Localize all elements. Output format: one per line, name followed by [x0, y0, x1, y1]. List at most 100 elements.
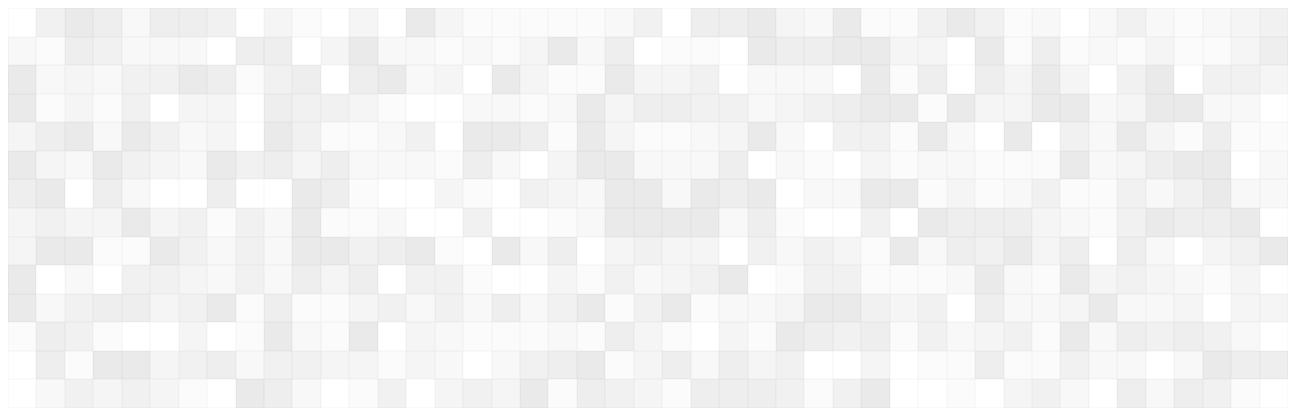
mosaic-tile	[1145, 179, 1175, 208]
mosaic-tile	[946, 207, 976, 237]
mosaic-tile	[1003, 322, 1032, 351]
mosaic-tile	[804, 65, 833, 94]
mosaic-tile	[747, 379, 776, 408]
mosaic-tile	[1032, 236, 1061, 266]
mosaic-tile	[548, 122, 577, 151]
mosaic-tile	[349, 8, 378, 37]
mosaic-tile	[804, 293, 833, 323]
mosaic-tile	[662, 236, 691, 266]
mosaic-tile	[178, 379, 208, 408]
mosaic-tile	[320, 379, 350, 408]
mosaic-tile	[491, 207, 520, 237]
mosaic-tile	[1202, 65, 1232, 94]
mosaic-tile	[633, 122, 663, 151]
mosaic-tile	[320, 150, 350, 180]
mosaic-tile	[463, 179, 492, 208]
mosaic-tile	[548, 350, 577, 380]
mosaic-tile	[406, 379, 435, 408]
mosaic-tile	[491, 8, 520, 37]
mosaic-tile	[918, 350, 947, 380]
mosaic-tile	[207, 36, 236, 66]
mosaic-tile	[946, 350, 976, 380]
mosaic-tile	[1060, 293, 1089, 323]
mosaic-tile	[719, 379, 748, 408]
mosaic-tile	[93, 379, 122, 408]
mosaic-tile	[1145, 65, 1175, 94]
mosaic-tile	[93, 322, 122, 351]
mosaic-tile	[434, 265, 464, 294]
mosaic-tile	[1174, 265, 1203, 294]
mosaic-tile	[1259, 293, 1288, 323]
mosaic-tile	[377, 207, 407, 237]
mosaic-tile	[406, 122, 435, 151]
mosaic-tile	[719, 179, 748, 208]
mosaic-tile	[93, 65, 122, 94]
mosaic-tile	[719, 36, 748, 66]
mosaic-tile	[1145, 265, 1175, 294]
mosaic-tile	[292, 322, 321, 351]
mosaic-tile	[548, 36, 577, 66]
mosaic-tile	[178, 322, 208, 351]
mosaic-tile	[463, 8, 492, 37]
mosaic-tile	[1259, 207, 1288, 237]
mosaic-tile	[121, 293, 151, 323]
mosaic-tile	[1088, 379, 1118, 408]
mosaic-tile	[1032, 179, 1061, 208]
mosaic-tile	[1259, 36, 1288, 66]
mosaic-tile	[121, 379, 151, 408]
mosaic-tile	[292, 350, 321, 380]
mosaic-tile	[690, 65, 720, 94]
mosaic-tile	[747, 65, 776, 94]
mosaic-tile	[804, 150, 833, 180]
mosaic-tile	[349, 36, 378, 66]
mosaic-tile	[377, 379, 407, 408]
mosaic-tile	[121, 236, 151, 266]
mosaic-tile	[918, 236, 947, 266]
mosaic-tile	[320, 122, 350, 151]
mosaic-tile	[548, 8, 577, 37]
mosaic-tile	[946, 179, 976, 208]
mosaic-tile	[889, 207, 919, 237]
mosaic-tile	[861, 322, 890, 351]
mosaic-tile	[264, 179, 293, 208]
mosaic-tile	[776, 179, 805, 208]
mosaic-tile	[8, 150, 37, 180]
mosaic-tile	[121, 150, 151, 180]
mosaic-tile	[576, 379, 606, 408]
mosaic-tile	[832, 379, 862, 408]
mosaic-tile	[1032, 8, 1061, 37]
mosaic-tile	[150, 65, 179, 94]
mosaic-tile	[264, 36, 293, 66]
mosaic-tile	[662, 293, 691, 323]
mosaic-tile	[1060, 265, 1089, 294]
mosaic-tile	[1231, 179, 1260, 208]
mosaic-tile	[548, 93, 577, 123]
mosaic-tile	[8, 236, 37, 266]
mosaic-tile	[662, 207, 691, 237]
mosaic-tile	[975, 379, 1004, 408]
mosaic-tile	[36, 379, 65, 408]
mosaic-tile	[918, 65, 947, 94]
background-mosaic	[8, 8, 1288, 408]
mosaic-tile	[491, 379, 520, 408]
mosaic-tile	[64, 236, 94, 266]
mosaic-tile	[463, 93, 492, 123]
mosaic-tile	[349, 293, 378, 323]
mosaic-tile	[1088, 293, 1118, 323]
mosaic-tile	[633, 8, 663, 37]
mosaic-tile	[1202, 293, 1232, 323]
mosaic-tile	[1117, 207, 1146, 237]
mosaic-tile	[946, 122, 976, 151]
mosaic-tile	[605, 93, 634, 123]
mosaic-tile	[1088, 8, 1118, 37]
mosaic-tile	[349, 150, 378, 180]
mosaic-tile	[207, 150, 236, 180]
mosaic-tile	[1032, 65, 1061, 94]
mosaic-tile	[93, 265, 122, 294]
mosaic-tile	[1060, 93, 1089, 123]
mosaic-tile	[946, 36, 976, 66]
mosaic-tile	[93, 150, 122, 180]
mosaic-tile	[1231, 36, 1260, 66]
mosaic-tile	[1202, 379, 1232, 408]
mosaic-tile	[719, 122, 748, 151]
